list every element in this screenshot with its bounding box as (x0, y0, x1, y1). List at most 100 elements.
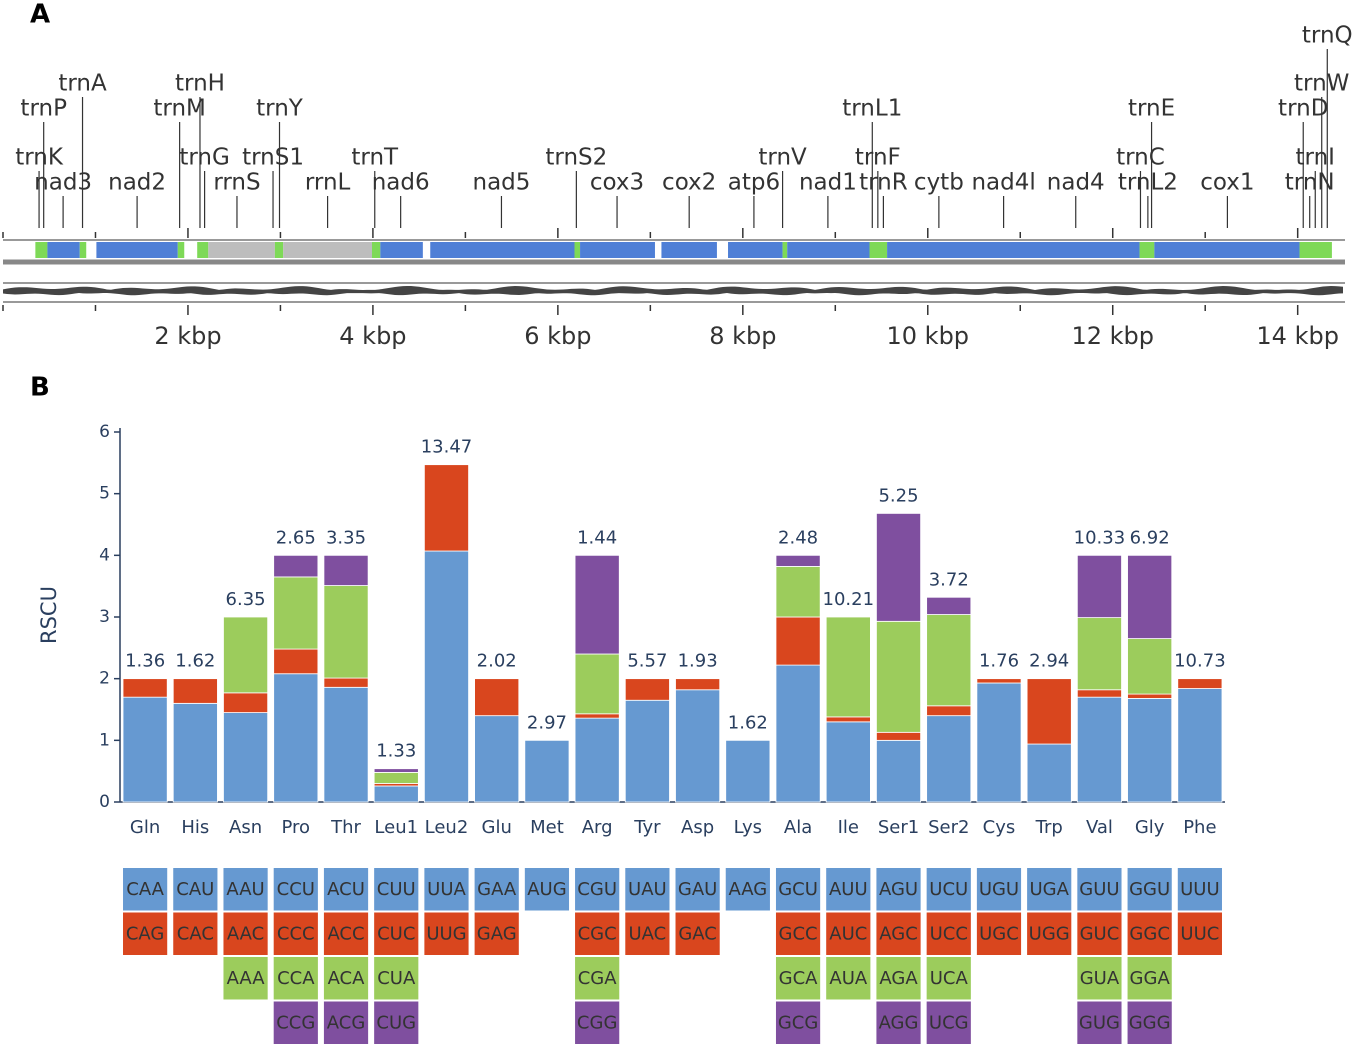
codon-box (1177, 868, 1222, 911)
bar-segment (775, 554, 821, 567)
frequency-label: 10.73 (1174, 651, 1226, 672)
frequency-label: 3.72 (929, 569, 969, 590)
bar-segment (775, 566, 821, 618)
bar-segment (876, 731, 922, 741)
codon-label: GCU (778, 879, 818, 900)
codon-label: CGU (577, 879, 617, 900)
codon-box (876, 957, 921, 1000)
codon-label: ACG (327, 1013, 366, 1034)
codon-label: GUU (1079, 879, 1119, 900)
gene-block (1139, 242, 1155, 258)
bar-segment (373, 768, 419, 773)
bar-segment (976, 678, 1022, 684)
frequency-label: 1.62 (175, 651, 215, 672)
bar-segment (825, 721, 871, 803)
gene-block (197, 242, 209, 258)
bar-segment (122, 678, 168, 698)
codon-label: CCC (277, 924, 315, 945)
frequency-label: 1.62 (728, 712, 768, 733)
codon-label: UCU (929, 879, 968, 900)
codon-label: UAC (629, 924, 667, 945)
bar-segment (172, 678, 218, 704)
bar-segment (1177, 688, 1223, 803)
gene-label: trnP (20, 96, 67, 122)
frequency-label: 1.36 (125, 651, 165, 672)
codon-label: AGC (879, 924, 918, 945)
codon-label: CAG (126, 924, 165, 945)
codon-box (625, 868, 670, 911)
codon-box (1077, 1001, 1122, 1044)
gene-block (661, 242, 717, 258)
codon-box (1027, 912, 1072, 955)
codon-label: CAA (126, 879, 164, 900)
codon-label: GUG (1079, 1013, 1120, 1034)
frequency-label: 2.94 (1029, 651, 1069, 672)
codon-label: CAC (177, 924, 214, 945)
codon-label: AUC (829, 924, 867, 945)
frequency-label: 6.92 (1130, 527, 1170, 548)
codon-box (926, 1001, 971, 1044)
codon-label: AAC (227, 924, 264, 945)
bar-segment (775, 616, 821, 666)
bar-segment (273, 673, 319, 803)
codon-box (223, 912, 268, 955)
x-tick-label: Pro (282, 817, 311, 838)
x-tick-label: Leu2 (425, 817, 469, 838)
bar-segment (574, 717, 620, 803)
bar-segment (1076, 617, 1122, 691)
x-tick-label: Leu1 (374, 817, 418, 838)
codon-label: AUA (829, 968, 867, 989)
codon-box (173, 912, 218, 955)
y-tick-label: 2 (99, 669, 110, 689)
codon-label: GAC (678, 924, 717, 945)
bar-segment (423, 550, 469, 803)
gene-label: trnV (758, 145, 807, 171)
bar-segment (926, 614, 972, 707)
codon-box (424, 868, 469, 911)
codon-label: UUC (1180, 924, 1219, 945)
codon-box (123, 868, 168, 911)
bar-segment (323, 554, 369, 586)
gene-block (580, 242, 655, 258)
frequency-label: 5.25 (878, 485, 918, 506)
bar-segment (273, 554, 319, 578)
x-tick-label: Thr (330, 817, 361, 838)
gene-block (35, 242, 48, 258)
bar-segment (775, 664, 821, 803)
frequency-label: 2.02 (477, 651, 517, 672)
coverage-profile (3, 286, 1343, 296)
codon-label: GGA (1130, 968, 1171, 989)
codon-label: GGG (1129, 1013, 1171, 1034)
bar-segment (172, 702, 218, 803)
frequency-label: 2.65 (276, 527, 316, 548)
bar-segment (474, 678, 520, 717)
codon-box (323, 868, 369, 911)
x-tick-label: Glu (482, 817, 512, 838)
codon-box (474, 912, 519, 955)
codon-box (273, 912, 318, 955)
bar-segment (624, 678, 670, 701)
bar-segment (574, 554, 620, 655)
codon-label: GAA (477, 879, 517, 900)
codon-box (1027, 868, 1072, 911)
codon-box (123, 912, 168, 955)
gene-label: trnD (1278, 96, 1328, 122)
codon-label: AUG (527, 879, 566, 900)
codon-box (926, 957, 971, 1000)
gene-block (869, 242, 888, 258)
codon-box (374, 1001, 419, 1044)
codon-box (775, 868, 821, 911)
gene-block (787, 242, 870, 258)
y-tick-label: 0 (99, 792, 110, 812)
x-tick-label: Tyr (633, 817, 661, 838)
codon-label: CGC (578, 924, 617, 945)
bar-segment (675, 689, 721, 803)
gene-label: atp6 (728, 170, 780, 196)
codon-label: GUA (1080, 968, 1120, 989)
codon-box (323, 912, 369, 955)
codon-box (223, 957, 268, 1000)
codon-label: AGU (879, 879, 918, 900)
codon-box (1177, 912, 1222, 955)
x-tick-label: Asn (229, 817, 262, 838)
frequency-label: 1.44 (577, 527, 617, 548)
